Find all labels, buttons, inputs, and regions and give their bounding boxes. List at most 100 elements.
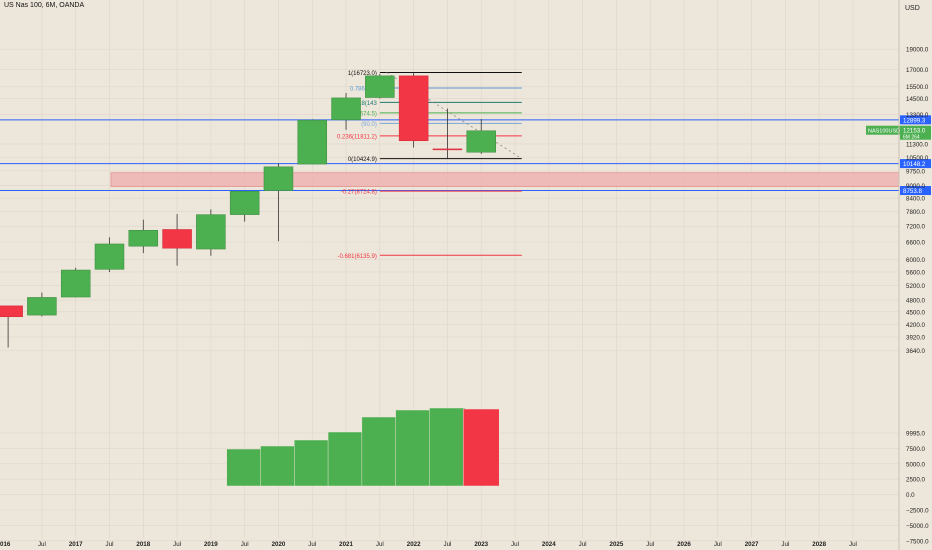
volume-bar: [395, 409, 432, 487]
last-price-sub: 6M 264: [903, 135, 920, 141]
price-line-badge: [900, 115, 931, 125]
time-tick-label: Jul: [241, 541, 249, 548]
time-tick-label: Jul: [781, 541, 789, 548]
fibonacci-retracement[interactable]: 1(16723.0) 0.786(157 0.618(143 (8674.5) (90.…: [337, 71, 522, 260]
candle-body-up: [466, 130, 496, 153]
candle-body-up: [365, 75, 395, 98]
price-tick-label: 3920.0: [906, 334, 925, 341]
volume-tick-label: 5000.0: [906, 461, 925, 468]
volume-bar: [226, 448, 263, 487]
candle-body-up: [27, 297, 57, 316]
price-tick-label: 15500.0: [906, 84, 929, 91]
time-tick-label: 016: [0, 541, 11, 548]
price-line-label: 12899.3: [903, 117, 926, 124]
time-tick-label: Jul: [106, 541, 114, 548]
time-tick-label: 2019: [204, 541, 218, 548]
supply-demand-zone: [110, 172, 900, 187]
candle-body-up: [331, 97, 361, 121]
price-line-label: 10148.2: [903, 161, 926, 168]
candle-body-down: [398, 75, 429, 142]
time-tick-label: 2025: [610, 541, 624, 548]
volume-bar: [294, 439, 331, 487]
price-tick-label: 4200.0: [906, 322, 925, 329]
time-tick-label: 2027: [745, 541, 759, 548]
symbol-price-tag: [866, 125, 900, 135]
time-tick-label: Jul: [173, 541, 181, 548]
candlesticks: NAS100USD: [0, 72, 900, 348]
price-tick-label: 5600.0: [906, 269, 925, 276]
time-tick-label: Jul: [511, 541, 519, 548]
time-tick-label: Jul: [443, 541, 451, 548]
price-line-badge: [900, 186, 931, 196]
candle-body-up: [229, 190, 260, 215]
price-tick-label: 6600.0: [906, 240, 925, 247]
time-tick-label: Jul: [579, 541, 587, 548]
price-tick-label: 6000.0: [906, 257, 925, 264]
time-tick-label: 2017: [69, 541, 83, 548]
price-tick-label: 13300.0: [906, 112, 929, 119]
price-tick-label: 14500.0: [906, 96, 929, 103]
candle-body-up: [128, 229, 159, 247]
volume-tick-label: −5000.0: [906, 523, 929, 530]
price-tick-label: 8400.0: [906, 196, 925, 203]
time-tick-label: Jul: [38, 541, 46, 548]
price-tick-label: 5200.0: [906, 283, 925, 290]
price-line-badge: [900, 159, 931, 169]
price-line-label: 8753.8: [903, 188, 922, 195]
currency-label: USD: [905, 5, 920, 12]
price-tick-label: 4500.0: [906, 309, 925, 316]
fib-level-label: -0.681(6135.9): [337, 254, 376, 260]
candle-body-down: [432, 148, 463, 151]
sell-zone-rect[interactable]: [110, 172, 900, 187]
time-tick-label: Jul: [849, 541, 857, 548]
volume-tick-label: 0.0: [906, 492, 915, 499]
time-tick-label: 2024: [542, 541, 556, 548]
volume-bar: [260, 445, 297, 487]
candle-body-up: [297, 119, 328, 165]
time-tick-label: Jul: [376, 541, 384, 548]
time-tick-label: 2023: [474, 541, 488, 548]
price-tick-label: 4800.0: [906, 298, 925, 305]
price-axis[interactable]: 19000.0 17000.0 15500.0 14500.0 13300.0 11300…: [900, 47, 931, 546]
fib-level-label: 0.618(143: [350, 101, 378, 107]
fib-level-label: 0(10424.9): [348, 157, 377, 163]
time-tick-label: 2020: [272, 541, 286, 548]
time-tick-label: Jul: [646, 541, 654, 548]
candle-body-up: [94, 243, 125, 270]
price-tick-label: 7800.0: [906, 209, 925, 216]
volume-tick-label: −7500.0: [906, 538, 929, 545]
fib-level-label: 1(16723.0): [348, 71, 377, 77]
volume-tick-label: 7500.0: [906, 446, 925, 453]
time-tick-label: Jul: [714, 541, 722, 548]
horizontal-lines: 12899.3 10148.2 8753.8: [0, 115, 931, 196]
fib-level-label: 0.786(157: [350, 87, 378, 93]
fib-level-label: (8674.5): [354, 111, 376, 117]
time-tick-label: 2021: [339, 541, 353, 548]
volume-bars: [226, 407, 500, 487]
time-tick-label: 2018: [136, 541, 150, 548]
time-axis[interactable]: 016 Jul 2017 Jul 2018 Jul 2019 Jul 2020 Jul 2021 Ju…: [0, 541, 857, 548]
time-tick-label: 2022: [407, 541, 421, 548]
time-tick-label: 2028: [812, 541, 826, 548]
price-tick-label: 7200.0: [906, 224, 925, 231]
chart-title: US Nas 100, 6M, OANDA: [4, 2, 85, 9]
symbol-label: NAS100USD: [868, 129, 900, 135]
candle-body-up: [263, 166, 294, 191]
price-tick-label: 17000.0: [906, 67, 929, 74]
price-tick-label: 9750.0: [906, 168, 925, 175]
last-price-value: 12153.0: [903, 128, 926, 135]
price-tick-label: 3640.0: [906, 348, 925, 355]
fib-level-label: 0.236(11811.2): [337, 134, 377, 140]
volume-bar: [327, 431, 365, 487]
price-tick-label: 11300.0: [906, 141, 928, 148]
price-tick-label: 10500.0: [906, 155, 929, 162]
last-price-badge: [900, 125, 931, 140]
volume-bar: [462, 408, 500, 487]
time-tick-label: 2026: [677, 541, 691, 548]
candle-body-up: [196, 214, 226, 250]
time-tick-label: Jul: [308, 541, 316, 548]
candle-body-down: [0, 305, 23, 318]
volume-tick-label: 9995.0: [906, 431, 925, 438]
fib-level-label: -0.27(8724.8): [341, 190, 377, 196]
